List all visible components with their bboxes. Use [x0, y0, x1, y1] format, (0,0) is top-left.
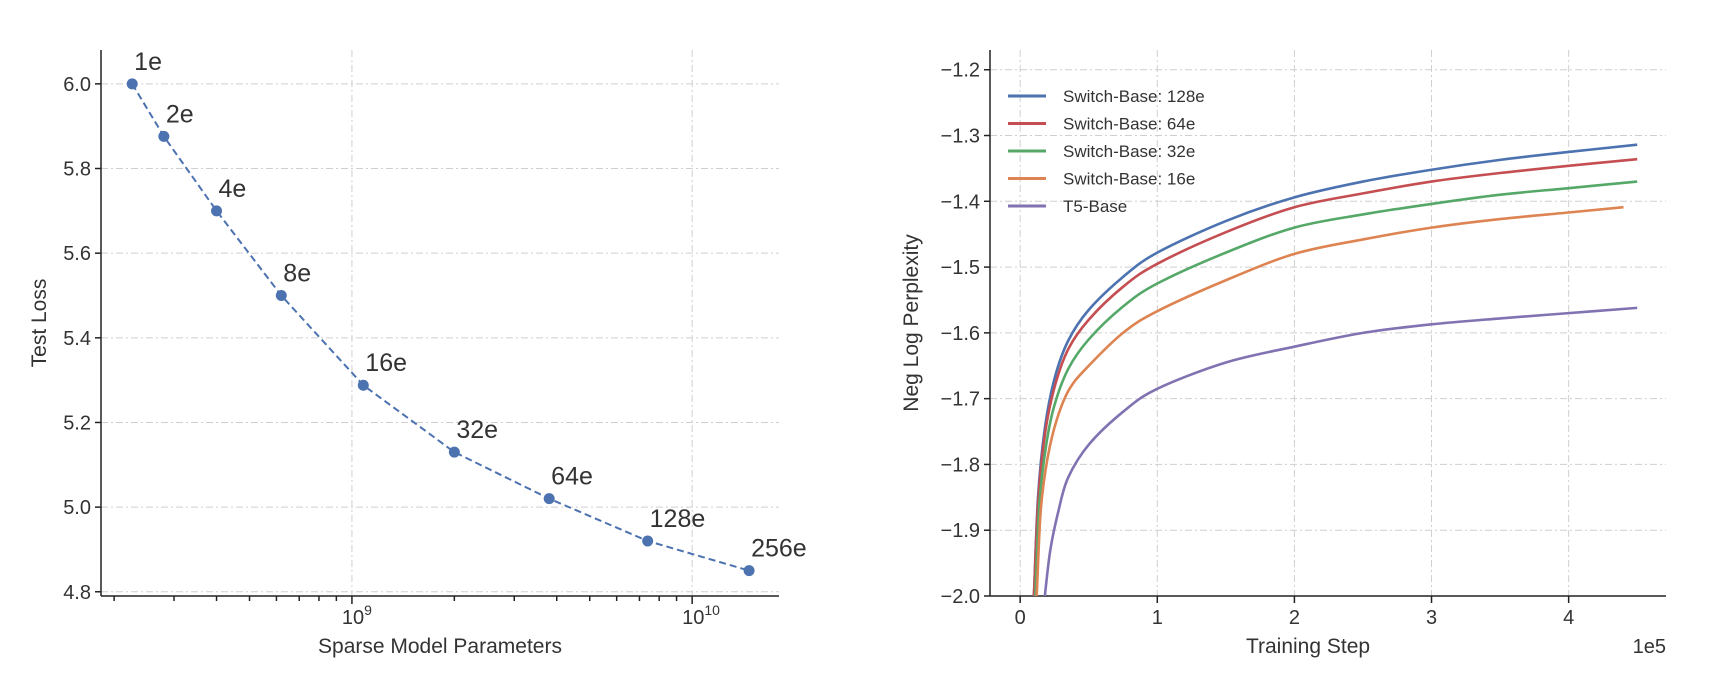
y-tick-label: −1.6: [941, 323, 980, 345]
y-tick-label: −1.5: [941, 257, 980, 279]
legend-label: Switch-Base: 64e: [1063, 115, 1195, 134]
y-tick-label: −1.8: [941, 454, 980, 476]
y-tick-label: −1.2: [941, 60, 980, 82]
data-point: [158, 130, 170, 142]
y-tick-label: 5.8: [63, 159, 91, 181]
data-point: [543, 493, 555, 505]
y-tick-label: −1.4: [941, 191, 980, 213]
x-tick-label: 0: [1015, 607, 1026, 629]
series-line: [1033, 180, 1638, 596]
data-point: [357, 379, 369, 391]
y-tick-label: 5.0: [63, 497, 91, 519]
point-label: 128e: [650, 505, 706, 533]
point-label: 8e: [283, 259, 311, 287]
x-tick-label: 1: [1152, 607, 1163, 629]
data-point: [126, 78, 138, 90]
legend-label: Switch-Base: 32e: [1063, 142, 1195, 161]
point-label: 2e: [166, 100, 194, 128]
y-tick-label: 5.4: [63, 328, 91, 350]
data-point: [743, 565, 755, 577]
y-tick-label: 4.8: [63, 582, 91, 604]
x-tick-label: 109: [342, 602, 372, 629]
point-label: 16e: [365, 349, 407, 377]
point-label: 4e: [219, 175, 247, 203]
y-tick-label: 5.6: [63, 243, 91, 265]
point-label: 64e: [551, 463, 593, 491]
x-tick-label: 3: [1426, 607, 1437, 629]
test-loss-line: [131, 83, 750, 572]
series-line: [1032, 157, 1638, 596]
point-label: 256e: [751, 535, 807, 563]
neg-log-perplexity-chart: −2.0 −1.9 −1.8 −1.7 −1.6 −1.5 −1.4 −1.3 −1.2 0 1 2 3…: [900, 50, 1666, 658]
x-offset-label: 1e5: [1633, 636, 1666, 658]
legend-label: Switch-Base: 128e: [1063, 87, 1205, 106]
y-tick-label: −2.0: [941, 586, 980, 608]
y-tick-label: 5.2: [63, 412, 91, 434]
series-line: [1043, 306, 1638, 596]
series-line: [1035, 205, 1624, 596]
data-point: [448, 446, 460, 458]
y-axis-label: Test Loss: [28, 279, 51, 368]
x-tick-label: 4: [1563, 607, 1574, 629]
point-label: 32e: [456, 416, 498, 444]
y-tick-label: −1.9: [941, 520, 980, 542]
legend-label: Switch-Base: 16e: [1063, 170, 1195, 189]
x-axis-label: Training Step: [1246, 635, 1370, 658]
data-point: [642, 535, 654, 547]
y-tick-label: −1.3: [941, 126, 980, 148]
data-point: [211, 205, 223, 217]
y-tick-label: 6.0: [63, 74, 91, 96]
y-axis-label: Neg Log Perplexity: [900, 234, 923, 412]
x-tick-label: 2: [1289, 607, 1300, 629]
legend-label: T5-Base: [1063, 197, 1127, 216]
data-point: [275, 289, 287, 301]
point-label: 1e: [134, 48, 162, 76]
x-axis-label: Sparse Model Parameters: [318, 635, 562, 658]
y-tick-label: −1.7: [941, 389, 980, 411]
x-tick-label: 1010: [682, 602, 720, 629]
